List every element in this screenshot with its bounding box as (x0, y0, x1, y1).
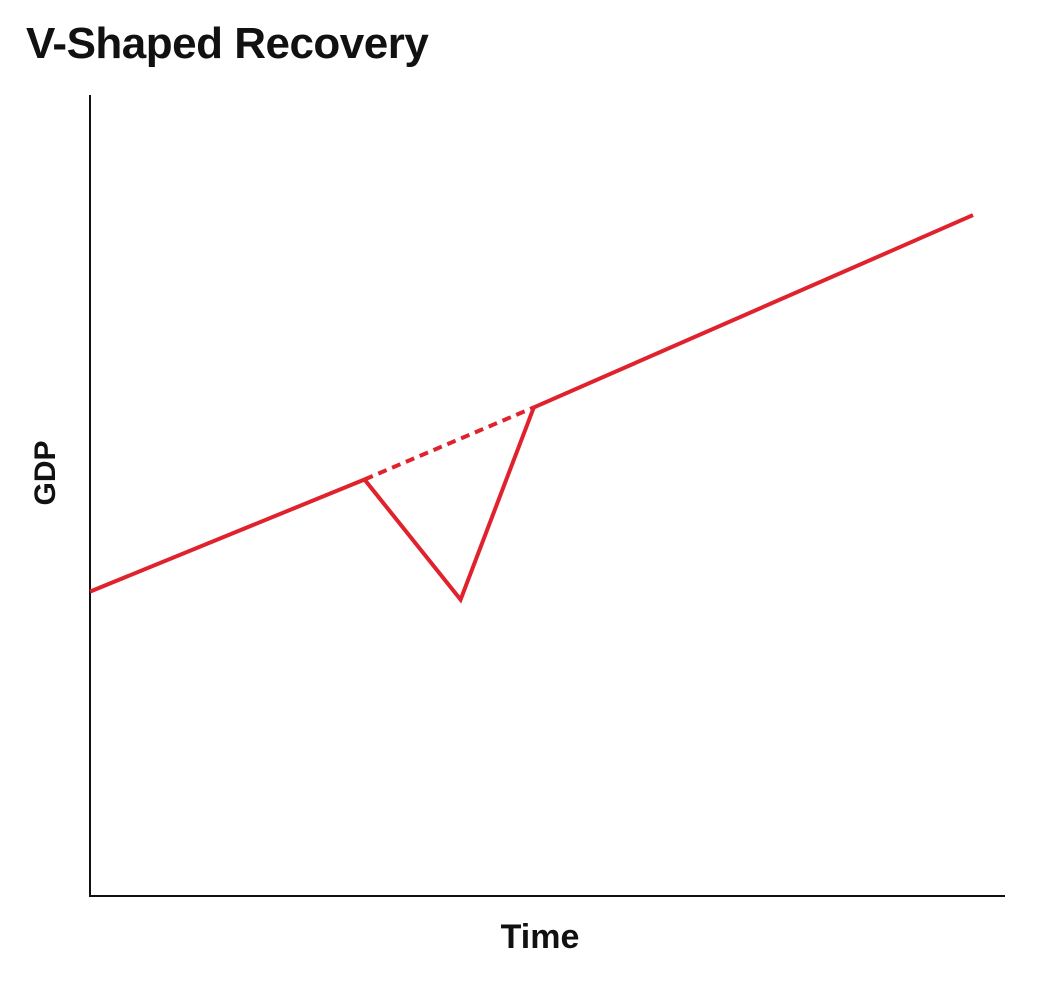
series-layer (89, 213, 974, 604)
series-line-4 (532, 213, 974, 410)
series-line-1 (89, 477, 366, 594)
series-line-3 (362, 406, 536, 604)
series-line-2 (363, 405, 535, 482)
y-axis-label: GDP (29, 440, 62, 505)
x-axis-label: Time (501, 918, 580, 956)
chart-title: V-Shaped Recovery (26, 19, 429, 68)
